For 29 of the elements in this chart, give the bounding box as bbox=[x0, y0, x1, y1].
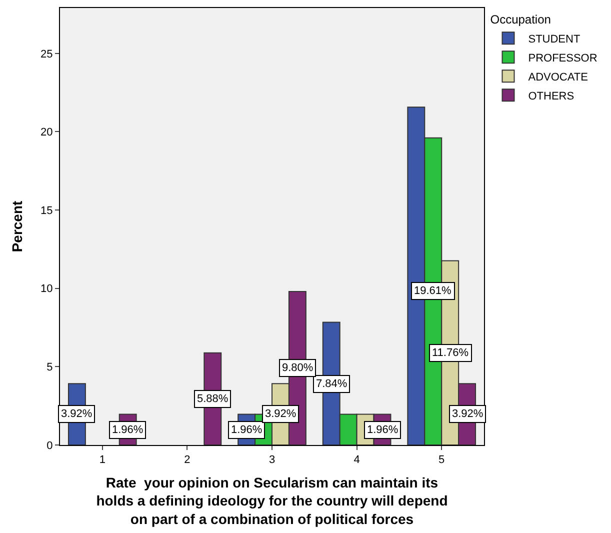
legend-label: ADVOCATE bbox=[528, 71, 588, 84]
data-label: 11.76% bbox=[432, 347, 469, 359]
legend-title: Occupation bbox=[490, 12, 551, 27]
x-tick-label: 5 bbox=[438, 454, 445, 466]
data-label: 3.92% bbox=[61, 408, 92, 420]
y-tick-label: 25 bbox=[40, 48, 53, 60]
legend-label: STUDENT bbox=[528, 33, 580, 46]
data-label: 7.84% bbox=[316, 378, 348, 390]
x-tick-label: 4 bbox=[354, 454, 360, 466]
x-axis-title: Rate your opinion on Secularism can maintain its holds a defining ideology for the country will depend on part of a combination of political forces bbox=[96, 474, 448, 527]
x-tick-label: 3 bbox=[268, 454, 276, 466]
x-tick-label: 2 bbox=[184, 454, 190, 466]
data-label: 19.61% bbox=[414, 285, 452, 297]
data-label: 3.92% bbox=[452, 408, 484, 420]
data-label: 1.96% bbox=[231, 424, 262, 436]
y-axis-title: Percent bbox=[9, 200, 25, 252]
x-tick-label: 1 bbox=[99, 454, 106, 466]
legend-label: PROFESSOR bbox=[528, 52, 598, 64]
data-label: 3.92% bbox=[265, 408, 296, 420]
y-tick-label: 0 bbox=[46, 440, 53, 452]
y-tick-label: 5 bbox=[46, 362, 53, 374]
data-label: 1.96% bbox=[367, 424, 398, 436]
y-tick-label: 20 bbox=[40, 126, 53, 139]
y-tick-label: 15 bbox=[40, 204, 53, 217]
y-tick-label: 10 bbox=[40, 283, 53, 296]
data-label: 5.88% bbox=[197, 393, 228, 405]
legend-label: OTHERS bbox=[528, 90, 574, 102]
data-label: 9.80% bbox=[282, 362, 314, 374]
data-label: 1.96% bbox=[112, 424, 144, 436]
